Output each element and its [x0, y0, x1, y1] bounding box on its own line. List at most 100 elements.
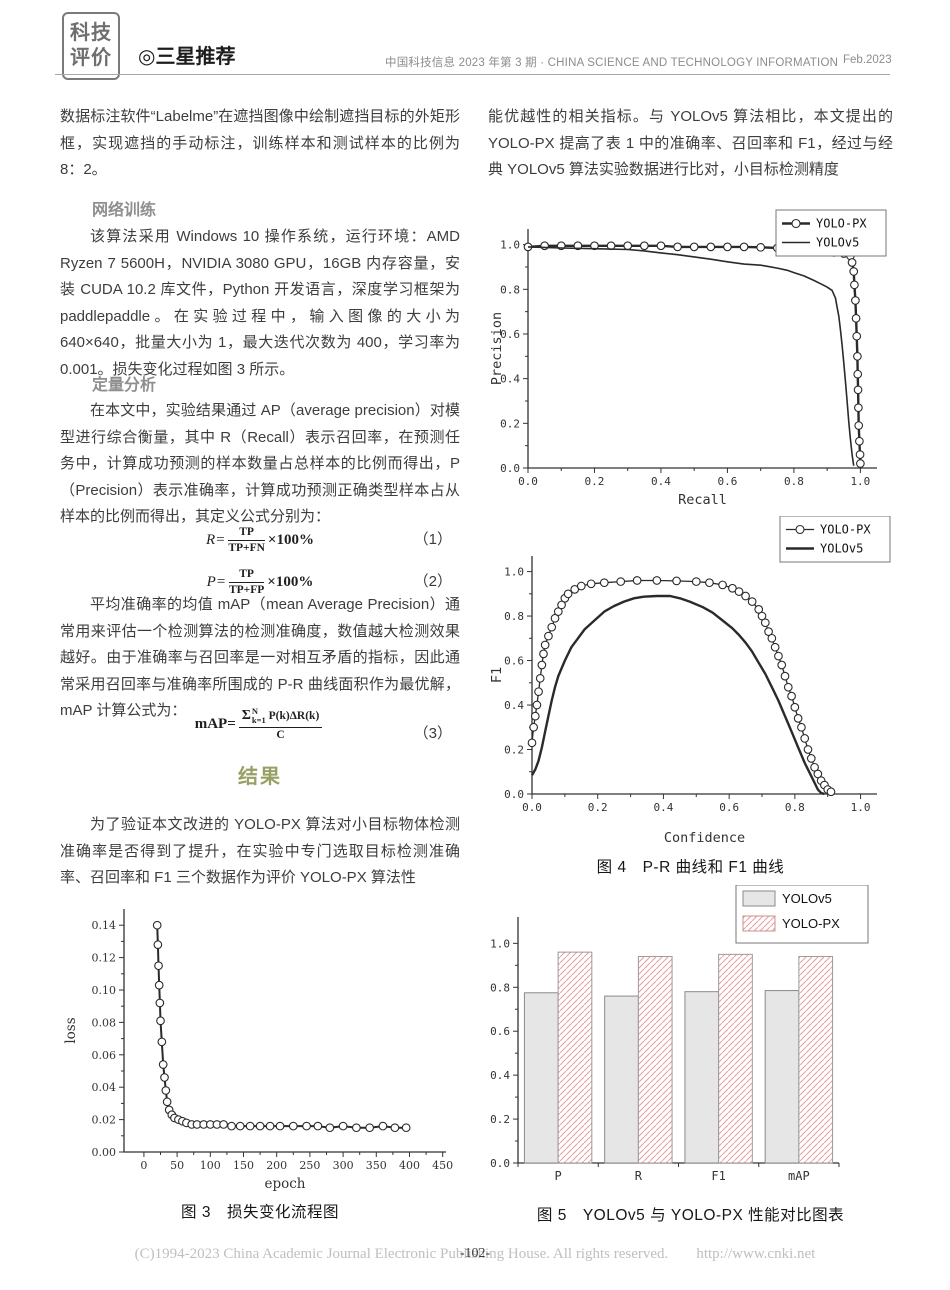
formula-lhs: P= [206, 574, 226, 590]
svg-text:0.02: 0.02 [92, 1114, 117, 1127]
body-paragraph: 数据标注软件“Labelme”在遮挡图像中绘制遮挡目标的外矩形框，实现遮挡的手动… [60, 108, 460, 178]
page-number: -102- [459, 1246, 491, 1261]
svg-text:0: 0 [140, 1159, 147, 1172]
svg-text:1.0: 1.0 [851, 801, 871, 814]
formula-precision: P= TP TP+FP ×100% （2） [60, 564, 460, 600]
footer: (C)1994-2023 China Academic Journal Elec… [0, 1246, 950, 1263]
svg-text:Recall: Recall [678, 492, 727, 508]
svg-text:Precision: Precision [489, 312, 505, 385]
figure4-caption: 图 4 P-R 曲线和 F1 曲线 [596, 859, 785, 876]
logo-text-line1: 科技 [70, 22, 112, 44]
sigma-symbol: Σ [241, 708, 251, 724]
svg-text:0.6: 0.6 [490, 1025, 510, 1038]
svg-text:0.0: 0.0 [500, 462, 520, 475]
f1-curve-chart: 0.0 0.2 0.4 0.6 0.8 1.0 0.0 0.2 0.4 0.6 0.8 1.0 Conf… [488, 516, 893, 850]
svg-text:0.2: 0.2 [490, 1113, 510, 1126]
svg-text:0.4: 0.4 [490, 1069, 510, 1082]
svg-text:F1: F1 [711, 1169, 725, 1183]
svg-text:400: 400 [399, 1159, 420, 1172]
svg-text:0.4: 0.4 [504, 699, 524, 712]
svg-text:Confidence: Confidence [664, 830, 745, 846]
svg-text:0.06: 0.06 [92, 1049, 117, 1062]
svg-text:150: 150 [233, 1159, 254, 1172]
issue-date: Feb.2023 [843, 54, 892, 66]
section-subheading-network-training: 网络训练 [92, 202, 157, 219]
header-divider [55, 74, 890, 75]
logo-text-line2: 评价 [70, 47, 112, 69]
svg-text:1.0: 1.0 [850, 475, 870, 488]
svg-text:P: P [555, 1169, 562, 1183]
svg-text:0.4: 0.4 [500, 373, 520, 386]
svg-text:YOLO-PX: YOLO-PX [816, 217, 867, 231]
svg-text:1.0: 1.0 [490, 937, 510, 950]
body-paragraph: 为了验证本文改进的 YOLO-PX 算法对小目标物体检测准确率是否得到了提升，在… [60, 816, 460, 886]
svg-text:0.2: 0.2 [500, 417, 520, 430]
svg-text:0.6: 0.6 [500, 328, 520, 341]
svg-text:0.8: 0.8 [504, 610, 524, 623]
svg-text:mAP: mAP [788, 1169, 810, 1183]
svg-text:loss: loss [63, 1017, 79, 1043]
svg-text:YOLOv5: YOLOv5 [820, 542, 863, 556]
svg-text:0.6: 0.6 [504, 655, 524, 668]
body-paragraph: 在本文中，实验结果通过 AP（average precision）对模型进行综合… [60, 402, 460, 525]
figure5-caption: 图 5 YOLOv5 与 YOLO-PX 性能对比图表 [536, 1207, 845, 1224]
formula-number: （1） [413, 531, 452, 548]
body-paragraph: 平均准确率的均值 mAP（mean Average Precision）通常用来… [60, 596, 460, 719]
formula-fraction: TP TP+FP [228, 567, 265, 597]
svg-text:F1: F1 [489, 667, 505, 683]
svg-text:350: 350 [366, 1159, 387, 1172]
svg-text:0.0: 0.0 [518, 475, 538, 488]
section-subheading-quantitative-analysis: 定量分析 [92, 377, 157, 394]
svg-text:50: 50 [170, 1159, 184, 1172]
svg-text:0.8: 0.8 [490, 981, 510, 994]
svg-text:1.0: 1.0 [500, 239, 520, 252]
svg-text:0.8: 0.8 [784, 475, 804, 488]
formula-lhs: mAP= [194, 716, 236, 732]
loss-chart: 0 50 100 150 200 250 300 350 400 450 0.00 0.02 0.04 0… [62, 893, 462, 1196]
svg-text:0.6: 0.6 [719, 801, 739, 814]
svg-text:YOLO-PX: YOLO-PX [820, 523, 871, 537]
svg-text:YOLOv5: YOLOv5 [782, 891, 832, 906]
comparison-bar-chart: 0.0 0.2 0.4 0.6 0.8 1.0 P R F1 mAP YOLOv5 YOLO-PX [488, 885, 893, 1197]
svg-text:0.00: 0.00 [92, 1146, 117, 1159]
svg-text:0.4: 0.4 [651, 475, 671, 488]
svg-text:0.4: 0.4 [653, 801, 673, 814]
svg-text:200: 200 [266, 1159, 287, 1172]
svg-text:0.14: 0.14 [92, 919, 117, 932]
svg-text:1.0: 1.0 [504, 566, 524, 579]
journal-info: 中国科技信息 2023 年第 3 期 · CHINA SCIENCE AND T… [385, 57, 839, 69]
formula-lhs: R= [206, 532, 226, 548]
svg-text:300: 300 [333, 1159, 354, 1172]
svg-text:250: 250 [299, 1159, 320, 1172]
svg-text:0.04: 0.04 [92, 1081, 117, 1094]
svg-text:450: 450 [432, 1159, 453, 1172]
copyright-text: (C)1994-2023 China Academic Journal Elec… [134, 1246, 669, 1262]
figure3-caption: 图 3 损失变化流程图 [181, 1204, 339, 1221]
formula-number: （3） [413, 724, 452, 742]
pr-curve-chart: 0.0 0.2 0.4 0.6 0.8 1.0 0.0 0.2 0.4 0.6 0.8 1.0 Reca… [488, 205, 893, 512]
svg-text:YOLOv5: YOLOv5 [816, 236, 859, 250]
cnki-url: http://www.cnki.net [696, 1246, 816, 1262]
formula-recall: R= TP TP+FN ×100% （1） [60, 522, 460, 558]
svg-text:0.2: 0.2 [588, 801, 608, 814]
svg-text:R: R [635, 1169, 643, 1183]
svg-text:YOLO-PX: YOLO-PX [782, 916, 840, 931]
svg-text:0.10: 0.10 [92, 984, 117, 997]
svg-text:0.2: 0.2 [504, 744, 524, 757]
formula-number: （2） [413, 573, 452, 590]
svg-text:0.6: 0.6 [717, 475, 737, 488]
svg-text:100: 100 [200, 1159, 221, 1172]
journal-logo: 科技 评价 [62, 12, 120, 80]
svg-text:0.2: 0.2 [585, 475, 605, 488]
body-paragraph: 能优越性的相关指标。与 YOLOv5 算法相比，本文提出的 YOLO-PX 提高… [488, 108, 893, 178]
svg-text:0.8: 0.8 [500, 283, 520, 296]
svg-text:0.0: 0.0 [504, 788, 524, 801]
section-heading-results: 结果 [238, 766, 282, 788]
svg-text:0.8: 0.8 [785, 801, 805, 814]
body-paragraph: 该算法采用 Windows 10 操作系统，运行环境：AMD Ryzen 7 5… [60, 228, 460, 378]
formula-fraction: TP TP+FN [228, 525, 265, 555]
